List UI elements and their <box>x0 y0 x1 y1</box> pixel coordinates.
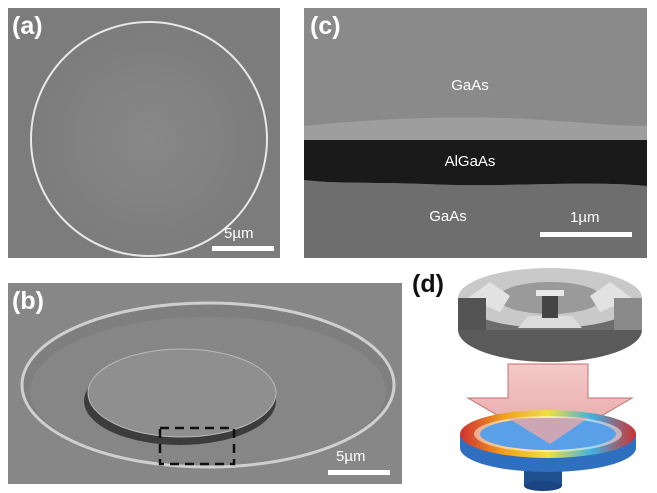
panel-c: (c) GaAs AlGaAs GaAs 1µm <box>304 8 647 258</box>
disk-top-view <box>30 21 268 257</box>
panel-a-image <box>8 8 280 258</box>
panel-a: (a) 5µm <box>8 8 280 258</box>
panel-d-label: (d) <box>412 270 444 298</box>
layer-label-top: GaAs <box>451 77 489 94</box>
panel-c-image <box>304 8 647 258</box>
panel-b-image <box>8 283 402 484</box>
panel-a-label: (a) <box>12 12 43 40</box>
disk-tilted <box>87 348 277 438</box>
resonator-disk <box>460 410 636 491</box>
panel-b-scale-bar <box>328 470 390 475</box>
panel-c-label: (c) <box>310 12 341 40</box>
panel-c-scale-bar <box>540 232 632 237</box>
panel-a-scale-label: 5µm <box>224 225 254 242</box>
panel-c-scale-label: 1µm <box>570 209 600 226</box>
panel-b-label: (b) <box>12 287 44 315</box>
layer-label-middle: AlGaAs <box>444 153 496 170</box>
panel-d: (d) <box>410 268 657 493</box>
panel-a-scale-bar <box>212 246 274 251</box>
region-of-interest-box <box>158 426 236 466</box>
layer-label-bottom: GaAs <box>429 208 467 225</box>
panel-d-schematic <box>458 268 642 491</box>
wheel-structure <box>458 268 642 362</box>
panel-b: (b) 5µm <box>8 283 402 484</box>
panel-b-scale-label: 5µm <box>336 448 366 465</box>
